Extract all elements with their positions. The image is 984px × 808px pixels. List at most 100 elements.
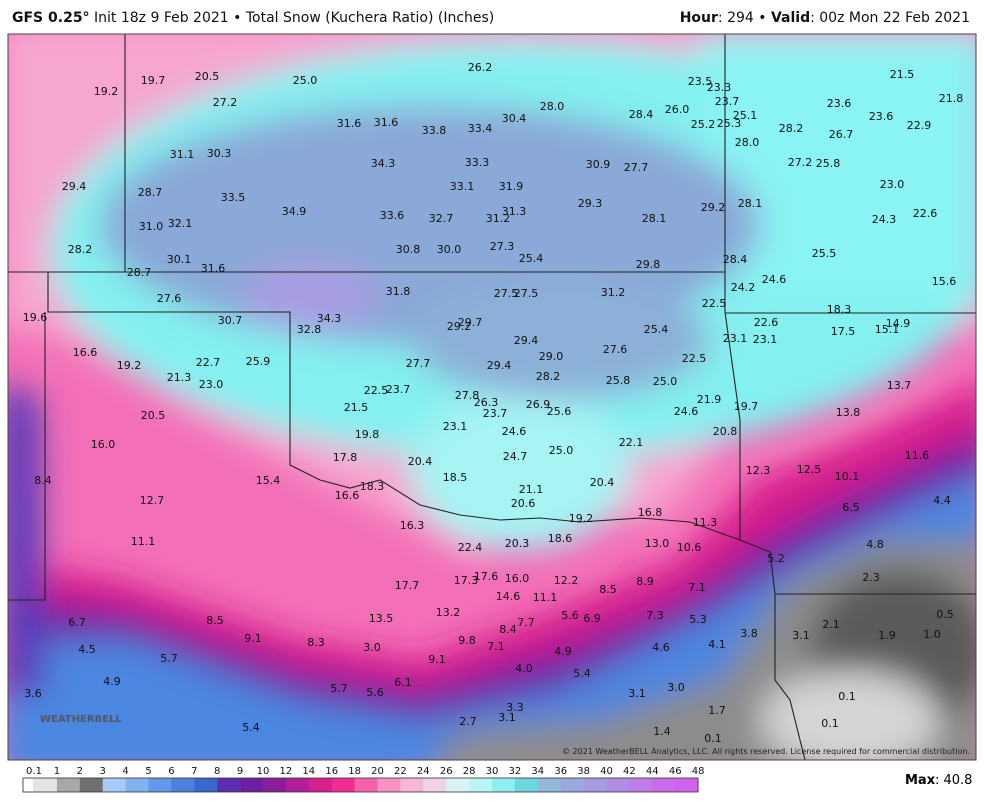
colorbar-tick: 36 bbox=[554, 766, 567, 777]
colorbar-cell bbox=[56, 778, 81, 792]
snow-total: 33.5 bbox=[221, 191, 246, 204]
snow-total: 8.3 bbox=[307, 636, 325, 649]
snow-total: 9.1 bbox=[428, 653, 446, 666]
colorbar-cell bbox=[423, 778, 447, 792]
snow-total: 24.3 bbox=[872, 213, 897, 226]
colorbar-tick: 14 bbox=[302, 766, 315, 777]
colorbar-cell bbox=[125, 778, 149, 792]
snow-total: 33.3 bbox=[465, 156, 490, 169]
snow-total: 23.1 bbox=[723, 332, 748, 345]
colorbar-cell bbox=[537, 778, 561, 792]
snow-total: 17.8 bbox=[333, 451, 358, 464]
snow-total: 12.7 bbox=[140, 494, 165, 507]
snow-total: 18.6 bbox=[548, 532, 573, 545]
snow-total: 5.7 bbox=[330, 682, 348, 695]
snow-total: 15.1 bbox=[875, 323, 900, 336]
colorbar-tick: 12 bbox=[280, 766, 293, 777]
snow-total: 25.8 bbox=[816, 157, 841, 170]
snow-total: 3.8 bbox=[740, 627, 758, 640]
colorbar-frame bbox=[22, 777, 699, 793]
title-text: Init 18z 9 Feb 2021 • Total Snow (Kucher… bbox=[94, 10, 495, 26]
snow-total: 31.2 bbox=[486, 212, 511, 225]
snow-total: 23.0 bbox=[880, 178, 905, 191]
title: GFS 0.25° Init 18z 9 Feb 2021 • Total Sn… bbox=[12, 10, 494, 26]
snow-total: 22.6 bbox=[913, 207, 938, 220]
snow-total: 16.8 bbox=[638, 506, 663, 519]
snow-total: 23.5 bbox=[688, 75, 713, 88]
snow-total: 1.7 bbox=[708, 704, 726, 717]
snow-total: 11.1 bbox=[533, 591, 558, 604]
header: GFS 0.25° Init 18z 9 Feb 2021 • Total Sn… bbox=[0, 0, 984, 34]
snow-total: 34.3 bbox=[317, 312, 342, 325]
snow-total: 19.2 bbox=[117, 359, 142, 372]
snow-total: 31.6 bbox=[337, 117, 362, 130]
snow-total: 3.1 bbox=[628, 687, 646, 700]
snow-total: 4.0 bbox=[515, 662, 533, 675]
snow-total: 31.6 bbox=[374, 116, 399, 129]
snow-total: 7.1 bbox=[688, 581, 706, 594]
colorbar-tick: 26 bbox=[440, 766, 453, 777]
snow-total: 25.4 bbox=[644, 323, 669, 336]
snow-total: 4.4 bbox=[933, 494, 951, 507]
snow-total: 28.2 bbox=[536, 370, 561, 383]
snow-total: 8.4 bbox=[499, 623, 517, 636]
snow-labels: 19.2 19.7 20.5 25.0 26.2 23.523.3 21.5 21.8 27.2… bbox=[23, 61, 964, 745]
snow-total: 27.7 bbox=[406, 357, 431, 370]
snow-total: 10.6 bbox=[677, 541, 702, 554]
snow-total: 30.3 bbox=[207, 147, 232, 160]
snow-total: 22.5 bbox=[682, 352, 707, 365]
snow-total: 21.8 bbox=[939, 92, 964, 105]
snow-total: 18.3 bbox=[827, 303, 852, 316]
snow-total: 19.7 bbox=[141, 74, 166, 87]
snow-total: 25.5 bbox=[812, 247, 837, 260]
snow-total: 2.7 bbox=[459, 715, 477, 728]
snow-total: 4.9 bbox=[554, 645, 572, 658]
snow-total: 16.6 bbox=[73, 346, 98, 359]
snow-total: 1.9 bbox=[878, 629, 896, 642]
colorbar-cell bbox=[331, 778, 355, 792]
snow-total: 7.7 bbox=[517, 616, 535, 629]
colorbar-tick: 7 bbox=[191, 766, 197, 777]
borders bbox=[8, 34, 976, 760]
snow-total: 28.7 bbox=[138, 186, 163, 199]
snow-total: 20.6 bbox=[511, 497, 536, 510]
snow-total: 22.5 bbox=[702, 297, 727, 310]
snow-total: 21.5 bbox=[344, 401, 369, 414]
snow-total: 19.2 bbox=[94, 85, 119, 98]
snow-total: 20.5 bbox=[141, 409, 166, 422]
snow-total: 18.3 bbox=[360, 480, 385, 493]
snow-total: 13.0 bbox=[645, 537, 670, 550]
colorbar-cell bbox=[240, 778, 264, 792]
snow-total: 5.7 bbox=[160, 652, 178, 665]
snow-total: 28.0 bbox=[540, 100, 565, 113]
snow-total: 22.4 bbox=[458, 541, 483, 554]
snow-total: 23.7 bbox=[483, 407, 508, 420]
snow-total: 23.1 bbox=[443, 420, 468, 433]
snow-total: 31.9 bbox=[499, 180, 524, 193]
colorbar-cell bbox=[263, 778, 287, 792]
colorbar-tick: 22 bbox=[394, 766, 407, 777]
colorbar-tick: 40 bbox=[600, 766, 613, 777]
snow-total: 17.7 bbox=[395, 579, 420, 592]
snow-total: 28.1 bbox=[738, 197, 763, 210]
snow-total: 4.8 bbox=[866, 538, 884, 551]
colorbar-tick: 24 bbox=[417, 766, 430, 777]
snow-total: 29.2 bbox=[701, 201, 726, 214]
snow-total: 30.8 bbox=[396, 243, 421, 256]
colorbar-cell bbox=[34, 778, 58, 792]
snow-total: 31.8 bbox=[386, 285, 411, 298]
snow-total: 10.1 bbox=[835, 470, 860, 483]
colorbar-tick: 18 bbox=[348, 766, 361, 777]
colorbar-cell bbox=[675, 778, 699, 792]
snow-total: 29.4 bbox=[514, 334, 539, 347]
colorbar-cell bbox=[171, 778, 195, 792]
snow-total: 20.4 bbox=[408, 455, 433, 468]
snow-total: 7.1 bbox=[487, 640, 505, 653]
snow-total: 24.2 bbox=[731, 281, 756, 294]
snow-total: 25.2 bbox=[691, 118, 716, 131]
colorbar-tick: 8 bbox=[214, 766, 220, 777]
snow-total: 32.8 bbox=[297, 323, 322, 336]
snow-total: 1.4 bbox=[653, 725, 671, 738]
